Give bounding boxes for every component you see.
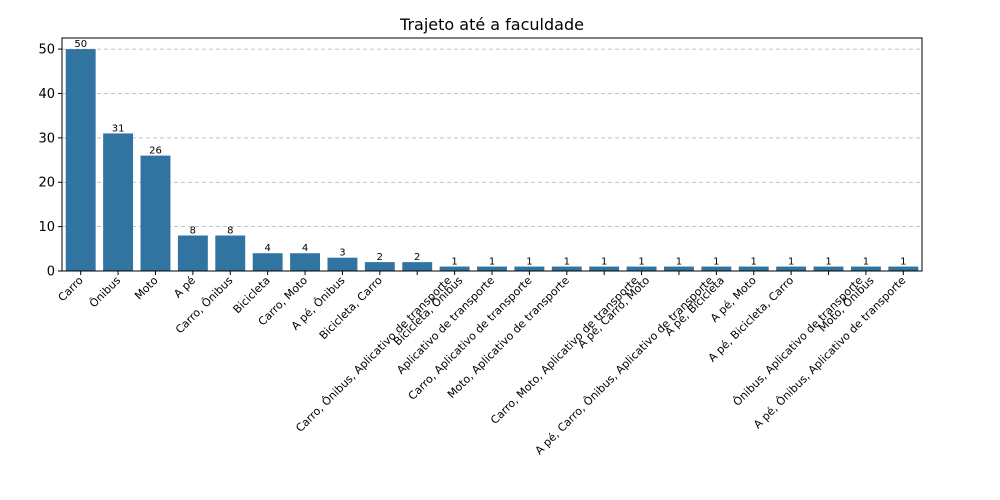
bar [589, 266, 620, 271]
bar-value-label: 50 [74, 39, 87, 50]
bars [65, 49, 919, 271]
y-tick-label: 0 [47, 265, 55, 280]
x-tick-label: Ônibus [87, 274, 124, 311]
y-tick-label: 30 [38, 131, 55, 146]
bar [140, 155, 171, 271]
bar-value-label: 8 [227, 225, 233, 236]
bar-value-label: 26 [149, 146, 162, 157]
bar-value-label: 1 [489, 257, 495, 268]
bar [738, 266, 769, 271]
bar-value-label: 1 [451, 257, 457, 268]
bar-value-label: 1 [601, 257, 607, 268]
bar-value-label: 1 [788, 257, 794, 268]
bar [514, 266, 545, 271]
y-axis: 0 10 20 30 40 50 [38, 43, 62, 280]
bar-value-label: 1 [564, 257, 570, 268]
bar-value-label: 3 [339, 248, 345, 259]
bar [850, 266, 881, 271]
bar-value-label: 1 [863, 257, 869, 268]
bar [477, 266, 507, 271]
bar [177, 235, 208, 271]
bar [364, 262, 395, 271]
bar-value-label: 1 [900, 257, 906, 268]
bar-value-label: 1 [713, 257, 719, 268]
bar-value-label: 2 [414, 252, 420, 263]
plot-frame [61, 37, 923, 272]
bar [439, 266, 470, 271]
bar [65, 49, 96, 271]
bar-value-label: 4 [264, 243, 270, 254]
bar-value-label: 1 [676, 257, 682, 268]
bar-value-label: 1 [526, 257, 532, 268]
chart-title: Trajeto até a faculdade [399, 15, 584, 34]
x-tick-label: A pé [171, 274, 198, 301]
bar [813, 266, 844, 271]
bar [664, 266, 694, 271]
y-tick-label: 50 [38, 43, 55, 58]
bar [551, 266, 582, 271]
bar-value-labels: 50 31 26 8 8 4 4 3 2 2 1 1 1 1 1 1 1 1 1 1 1 1 1 [74, 39, 906, 267]
bar-value-label: 31 [112, 123, 125, 134]
bar-value-label: 1 [825, 257, 831, 268]
x-tick-label: Moto [132, 274, 161, 303]
bar [103, 133, 134, 271]
x-tick-label: Carro [56, 274, 86, 304]
bar [215, 235, 246, 271]
bar-value-label: 1 [751, 257, 757, 268]
bar [776, 266, 807, 271]
bar-value-label: 2 [377, 252, 383, 263]
bar [888, 266, 919, 271]
bar [252, 253, 283, 271]
bar [701, 266, 732, 271]
y-tick-label: 20 [38, 176, 55, 191]
bar-value-label: 4 [302, 243, 308, 254]
bar [290, 253, 320, 271]
bar [327, 257, 358, 271]
bar [402, 262, 433, 271]
bar-value-label: 1 [638, 257, 644, 268]
y-tick-label: 40 [38, 87, 55, 102]
bar [626, 266, 657, 271]
bar-value-label: 8 [190, 225, 196, 236]
y-tick-label: 10 [38, 220, 55, 235]
